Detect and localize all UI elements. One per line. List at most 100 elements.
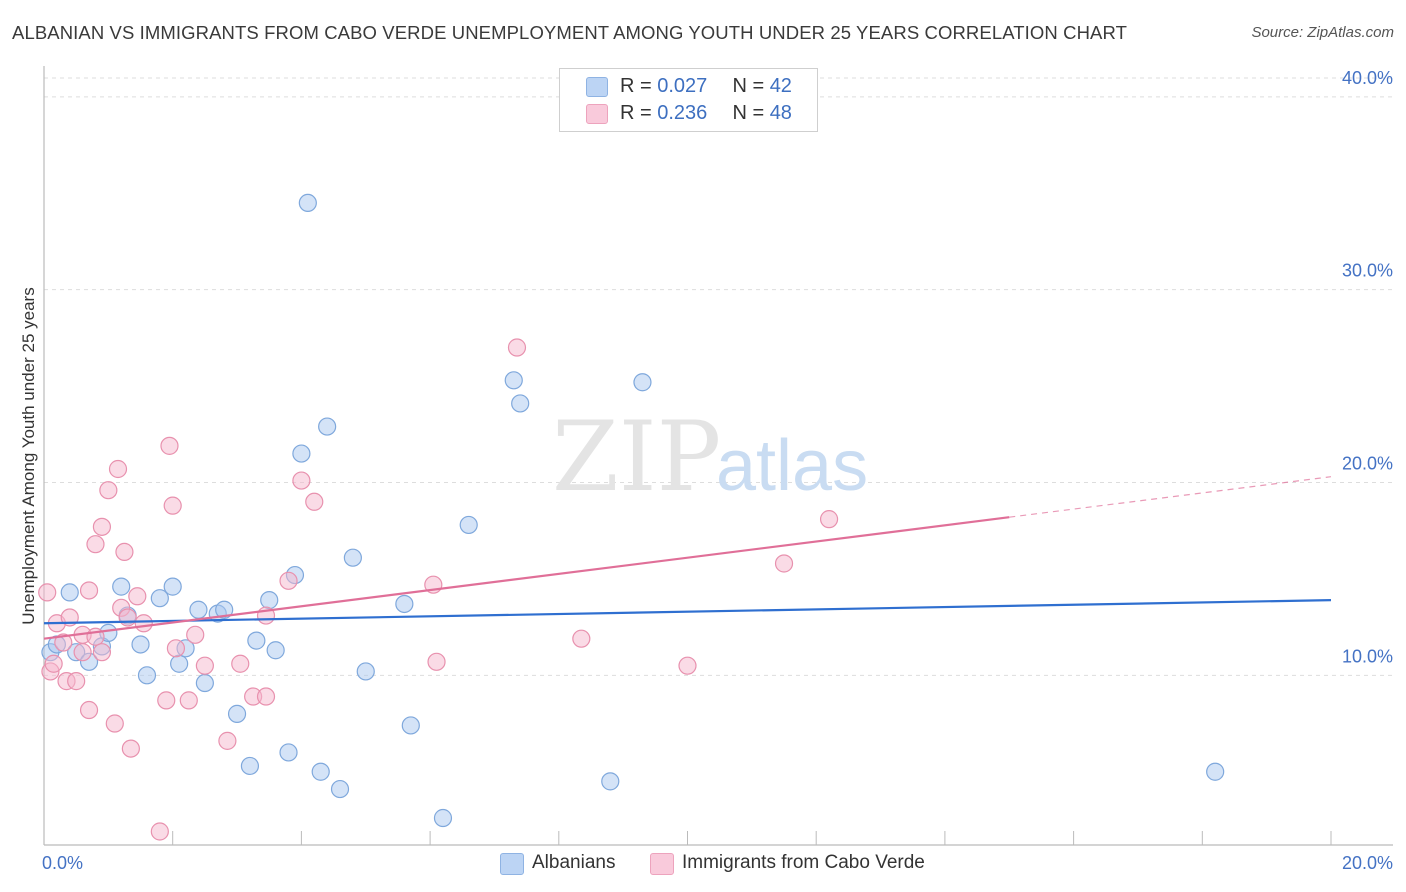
legend-n-label: N = [732, 102, 765, 124]
point-cabo-verde [86, 535, 105, 554]
watermark: ZIP atlas [552, 401, 868, 513]
point-cabo-verde [92, 517, 112, 536]
chart-title: ALBANIAN VS IMMIGRANTS FROM CABO VERDE U… [12, 22, 1127, 43]
point-cabo-verde [79, 581, 99, 600]
point-cabo-verde [157, 691, 176, 710]
series-label-albanians: Albanians [532, 852, 616, 873]
point-albanians [292, 444, 311, 463]
y-tick-label: 10.0% [1342, 646, 1393, 666]
point-cabo-verde [105, 714, 124, 733]
point-cabo-verde [179, 691, 198, 710]
legend-r-label: R = [620, 75, 652, 97]
data-points [38, 193, 1225, 841]
point-albanians [511, 394, 530, 413]
point-cabo-verde [256, 687, 276, 706]
legend-r-value: 0.027 [657, 75, 708, 97]
legend-swatch-cabo-verde [586, 104, 608, 124]
point-albanians [330, 779, 350, 799]
point-albanians [433, 808, 453, 828]
point-albanians [227, 704, 247, 723]
trend-line-cabo-verde-extension [1009, 476, 1332, 518]
point-cabo-verde [134, 614, 153, 633]
point-cabo-verde [115, 542, 134, 562]
point-albanians [247, 631, 266, 650]
legend-r-label: R = [620, 102, 652, 124]
point-cabo-verde [54, 633, 73, 652]
legend-text-cabo-verde: R = 0.236 N = 48 [620, 102, 792, 125]
point-cabo-verde [108, 459, 128, 479]
point-albanians [601, 772, 620, 791]
point-albanians [195, 673, 214, 693]
point-cabo-verde [819, 510, 839, 529]
point-albanians [279, 743, 298, 762]
axes [43, 66, 1393, 846]
point-albanians [395, 594, 414, 614]
chart-source: Source: ZipAtlas.com [1251, 24, 1394, 41]
trend-line-albanians [43, 599, 1332, 625]
legend-r-value: 0.236 [657, 102, 708, 124]
point-albanians [356, 662, 375, 681]
point-albanians [215, 600, 234, 619]
point-albanians [343, 548, 362, 567]
point-albanians [266, 641, 285, 660]
point-albanians [137, 666, 157, 685]
point-albanians [401, 716, 420, 735]
legend-swatch-albanians [586, 77, 608, 97]
y-tick-label: 20.0% [1342, 453, 1393, 473]
point-cabo-verde [128, 587, 147, 606]
point-cabo-verde [678, 656, 697, 675]
point-cabo-verde [507, 338, 527, 357]
point-cabo-verde [163, 496, 182, 515]
point-albanians [459, 515, 478, 535]
point-cabo-verde [44, 654, 63, 673]
point-albanians [131, 635, 150, 654]
point-cabo-verde [99, 481, 118, 500]
series-label-cabo-verde: Immigrants from Cabo Verde [682, 852, 925, 873]
point-cabo-verde [292, 471, 311, 490]
point-albanians [318, 417, 337, 436]
point-cabo-verde [305, 492, 324, 511]
point-albanians [240, 756, 260, 776]
point-cabo-verde [92, 643, 112, 662]
legend-n-value: 42 [769, 75, 792, 97]
point-albanians [150, 589, 169, 608]
point-cabo-verde [150, 822, 169, 841]
point-cabo-verde [195, 656, 214, 675]
point-cabo-verde [279, 571, 298, 590]
tick-labels: 10.0% 20.0% 30.0% 40.0% 0.0% 20.0% [42, 68, 1393, 873]
y-tick-label: 40.0% [1342, 68, 1393, 88]
point-cabo-verde [218, 731, 237, 750]
point-cabo-verde [118, 608, 137, 627]
y-tick-label: 30.0% [1342, 261, 1393, 281]
legend-n-value: 48 [769, 102, 792, 124]
point-cabo-verde [774, 554, 794, 573]
point-cabo-verde [572, 629, 591, 648]
point-albanians [260, 591, 279, 610]
point-albanians [1206, 762, 1225, 781]
x-tick-label: 20.0% [1342, 853, 1393, 873]
point-albanians [189, 600, 208, 619]
point-cabo-verde [73, 643, 92, 662]
point-cabo-verde [166, 639, 186, 658]
point-albanians [170, 654, 189, 673]
point-cabo-verde [186, 625, 205, 644]
point-cabo-verde [231, 654, 250, 673]
point-cabo-verde [38, 583, 57, 602]
watermark-atlas: atlas [716, 426, 868, 506]
point-cabo-verde [160, 436, 179, 455]
series-swatch-cabo-verde [650, 853, 674, 875]
point-albanians [633, 373, 652, 392]
point-albanians [112, 577, 131, 596]
point-albanians [504, 371, 523, 390]
point-cabo-verde [121, 739, 140, 758]
correlation-legend: R = 0.027 N = 42 R = 0.236 N = 48 [559, 68, 818, 132]
point-albanians [311, 762, 330, 781]
legend-n-label: N = [732, 75, 765, 97]
point-albanians [60, 583, 79, 602]
x-tick-label: 0.0% [42, 853, 83, 873]
point-albanians [163, 577, 182, 596]
point-cabo-verde [67, 672, 86, 691]
trend-line-cabo-verde [43, 516, 1010, 640]
point-cabo-verde [79, 700, 99, 720]
